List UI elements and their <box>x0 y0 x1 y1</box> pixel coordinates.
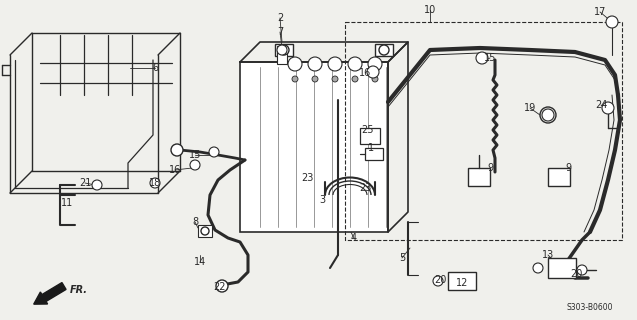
Text: 13: 13 <box>542 250 554 260</box>
Text: 20: 20 <box>434 275 446 285</box>
Circle shape <box>209 147 219 157</box>
Text: 15: 15 <box>484 53 496 63</box>
Circle shape <box>367 66 379 78</box>
Circle shape <box>542 109 554 121</box>
Text: 20: 20 <box>570 269 582 279</box>
Bar <box>548 258 576 278</box>
Circle shape <box>292 76 298 82</box>
Text: 16: 16 <box>359 68 371 78</box>
Bar <box>277 46 287 64</box>
Bar <box>448 272 476 290</box>
Circle shape <box>352 76 358 82</box>
Circle shape <box>332 76 338 82</box>
Circle shape <box>328 57 342 71</box>
Text: S303-B0600: S303-B0600 <box>567 302 613 311</box>
Text: 24: 24 <box>595 100 607 110</box>
Text: 18: 18 <box>149 178 161 188</box>
Circle shape <box>150 178 160 188</box>
Bar <box>468 168 490 186</box>
Circle shape <box>379 45 389 55</box>
Text: 17: 17 <box>594 7 606 17</box>
Circle shape <box>602 102 614 114</box>
Circle shape <box>312 76 318 82</box>
Circle shape <box>606 16 618 28</box>
Text: 6: 6 <box>152 63 158 73</box>
Text: FR.: FR. <box>70 285 88 295</box>
Text: 22: 22 <box>214 282 226 292</box>
Text: 5: 5 <box>399 253 405 263</box>
Text: 25: 25 <box>362 125 375 135</box>
Text: 14: 14 <box>194 257 206 267</box>
Text: 21: 21 <box>79 178 91 188</box>
Circle shape <box>216 280 228 292</box>
Circle shape <box>190 160 200 170</box>
Text: 8: 8 <box>192 217 198 227</box>
Circle shape <box>433 276 443 286</box>
Bar <box>240 62 388 232</box>
Text: 19: 19 <box>524 103 536 113</box>
Circle shape <box>279 45 289 55</box>
Circle shape <box>533 263 543 273</box>
Text: 23: 23 <box>359 183 371 193</box>
Text: 10: 10 <box>424 5 436 15</box>
Circle shape <box>277 45 287 55</box>
Circle shape <box>372 76 378 82</box>
Bar <box>360 128 380 144</box>
Circle shape <box>171 144 183 156</box>
Bar <box>365 148 383 160</box>
Text: 23: 23 <box>301 173 313 183</box>
Text: 16: 16 <box>169 165 181 175</box>
Circle shape <box>348 57 362 71</box>
Circle shape <box>308 57 322 71</box>
Text: 11: 11 <box>61 198 73 208</box>
Bar <box>548 168 570 186</box>
Text: 4: 4 <box>351 233 357 243</box>
Text: 1: 1 <box>368 143 374 153</box>
Text: 15: 15 <box>189 150 201 160</box>
FancyArrow shape <box>34 283 66 304</box>
Circle shape <box>476 52 488 64</box>
Text: 9: 9 <box>487 163 493 173</box>
Bar <box>375 44 393 56</box>
Circle shape <box>288 57 302 71</box>
Text: 3: 3 <box>319 195 325 205</box>
Bar <box>275 44 293 56</box>
Circle shape <box>92 180 102 190</box>
Circle shape <box>577 265 587 275</box>
Text: 7: 7 <box>277 27 283 37</box>
Bar <box>345 22 622 240</box>
Text: 12: 12 <box>456 278 468 288</box>
Circle shape <box>201 227 209 235</box>
Text: 9: 9 <box>565 163 571 173</box>
Text: 2: 2 <box>277 13 283 23</box>
Circle shape <box>368 57 382 71</box>
Bar <box>198 225 212 237</box>
